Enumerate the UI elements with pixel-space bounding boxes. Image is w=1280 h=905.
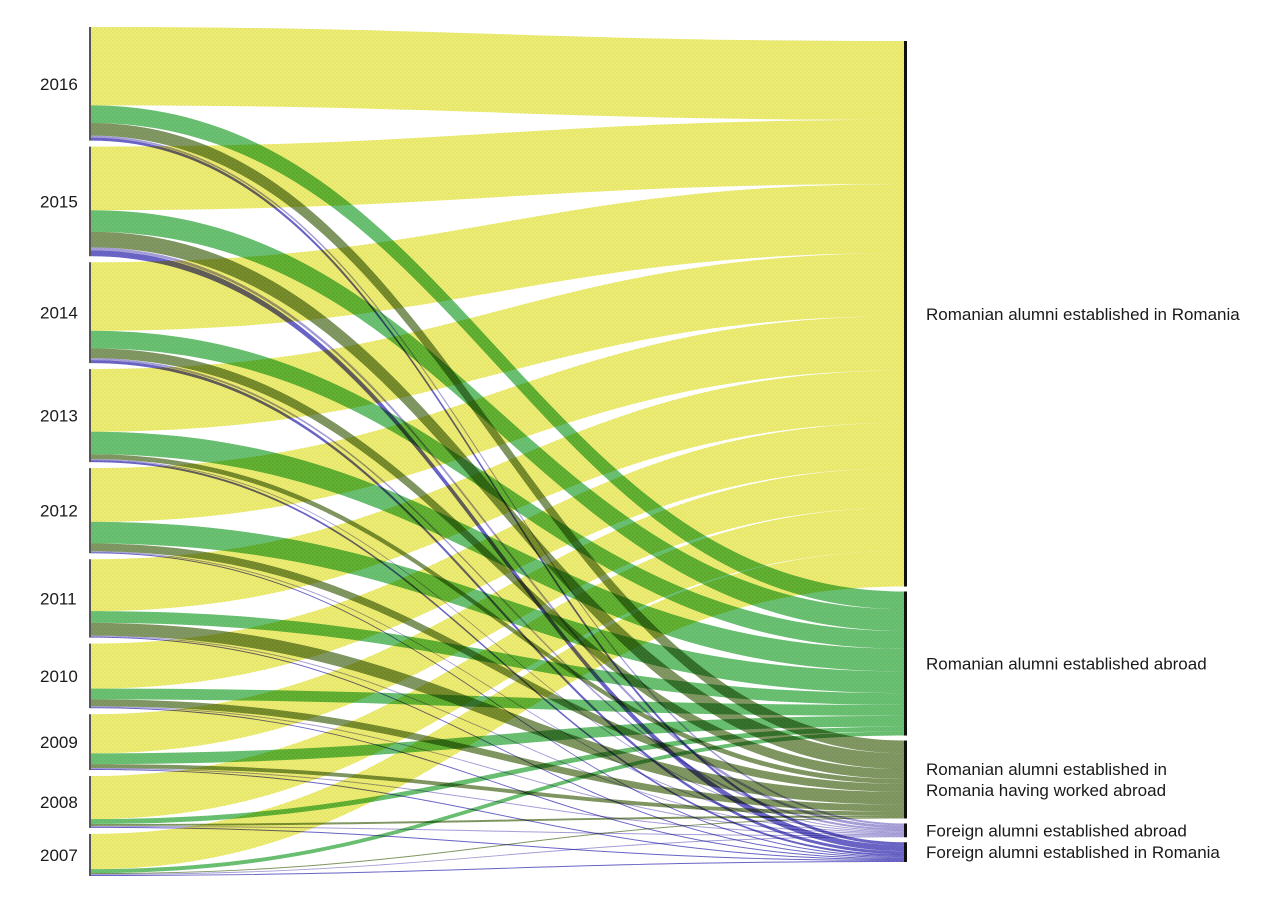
flow-texture-2010-foreign_ro xyxy=(91,707,904,860)
source-label-2011: 2011 xyxy=(40,589,77,608)
target-node-foreign_ro xyxy=(904,842,907,862)
flow-texture-2013-foreign_ro xyxy=(90,460,904,857)
source-node-2014 xyxy=(89,262,91,364)
source-node-2007 xyxy=(89,833,91,876)
flow-texture-2012-foreign_abroad xyxy=(91,551,904,833)
flow-texture-2010-foreign_abroad xyxy=(91,706,904,835)
source-node-2015 xyxy=(89,146,91,257)
flow-texture-2015-foreign_ro xyxy=(91,250,904,852)
source-label-2009: 2009 xyxy=(40,733,78,752)
source-label-2013: 2013 xyxy=(40,407,78,426)
flow-texture-2010-ro_abroad xyxy=(91,688,904,716)
flow-texture-2012-ro_ro_worked xyxy=(91,543,904,792)
source-node-2011 xyxy=(89,559,91,638)
flow-texture-2014-foreign_ro xyxy=(91,360,904,855)
source-label-2015: 2015 xyxy=(40,192,78,211)
target-node-foreign_abroad xyxy=(904,823,907,838)
target-node-ro_ro xyxy=(904,41,907,587)
flow-texture-2007-ro_ro_worked xyxy=(91,817,904,875)
flow-texture-2007-ro_abroad xyxy=(91,731,904,874)
flow-texture-2010-ro_ro_worked xyxy=(91,699,904,812)
flow-texture-2015-foreign_abroad xyxy=(91,247,904,829)
flow-texture-2014-foreign_abroad xyxy=(91,358,904,831)
flow-texture-2016-ro_ro xyxy=(91,27,904,120)
flow-texture-2011-foreign_ro xyxy=(91,636,904,859)
target-label-foreign_abroad: Foreign alumni established abroad xyxy=(926,821,1187,840)
flow-texture-2014-ro_ro_worked xyxy=(91,348,904,780)
nodes-layer xyxy=(89,27,907,876)
target-label-ro_ro_worked-line-2: Romania having worked abroad xyxy=(926,781,1166,800)
flow-texture-2014-ro_ro xyxy=(91,184,904,331)
source-label-2007: 2007 xyxy=(40,846,78,865)
source-node-2008 xyxy=(89,776,91,828)
flow-texture-2011-foreign_abroad xyxy=(91,635,904,834)
flow-texture-2008-ro_abroad xyxy=(91,726,904,824)
flow-texture-2013-ro_ro_worked xyxy=(91,454,904,784)
texture-layer xyxy=(90,27,904,876)
source-label-2016: 2016 xyxy=(40,75,78,94)
source-label-2014: 2014 xyxy=(40,304,78,323)
source-node-2013 xyxy=(89,369,91,463)
flow-texture-2009-foreign_abroad xyxy=(91,768,904,836)
target-node-ro_abroad xyxy=(904,591,907,736)
flow-texture-2012-foreign_ro xyxy=(91,552,904,858)
flow-texture-2013-ro_ro xyxy=(91,253,904,432)
source-node-2009 xyxy=(89,714,91,771)
flow-texture-2016-foreign_abroad xyxy=(91,135,904,826)
flow-texture-2016-ro_abroad xyxy=(91,105,904,610)
target-label-ro_ro: Romanian alumni established in Romania xyxy=(926,305,1240,324)
flow-texture-2008-foreign_abroad xyxy=(91,825,904,837)
flow-texture-2015-ro_ro_worked xyxy=(91,231,904,770)
flow-texture-2016-foreign_ro xyxy=(91,137,904,846)
flow-texture-2015-ro_abroad xyxy=(91,210,904,631)
target-node-ro_ro_worked xyxy=(904,740,907,819)
source-node-2010 xyxy=(89,643,91,709)
source-label-2012: 2012 xyxy=(40,502,78,521)
flow-texture-2015-ro_ro xyxy=(91,119,904,211)
flow-texture-2008-foreign_ro xyxy=(91,826,904,862)
flow-texture-2009-ro_ro_worked xyxy=(91,764,904,816)
target-label-foreign_ro: Foreign alumni established in Romania xyxy=(926,843,1220,862)
flow-texture-2011-ro_ro_worked xyxy=(91,622,904,805)
labels-layer: 2016 2015 2014 2013 2012 2011 2010 2009 2008 2007… xyxy=(40,75,1240,865)
flow-texture-2007-foreign_abroad xyxy=(91,836,904,876)
flow-texture-2007-foreign_ro xyxy=(91,861,904,876)
target-label-ro_abroad: Romanian alumni established abroad xyxy=(926,655,1207,674)
flow-texture-2013-foreign_abroad xyxy=(91,459,904,832)
source-node-2016 xyxy=(89,27,91,141)
source-node-2012 xyxy=(89,468,91,554)
target-label-ro_ro_worked-line-1: Romanian alumni established in xyxy=(926,760,1167,779)
source-label-2010: 2010 xyxy=(40,667,78,686)
source-label-2008: 2008 xyxy=(40,793,78,812)
flow-texture-2009-foreign_ro xyxy=(91,769,904,861)
flow-texture-2014-ro_abroad xyxy=(91,330,904,649)
flow-texture-2016-ro_ro_worked xyxy=(91,122,904,754)
